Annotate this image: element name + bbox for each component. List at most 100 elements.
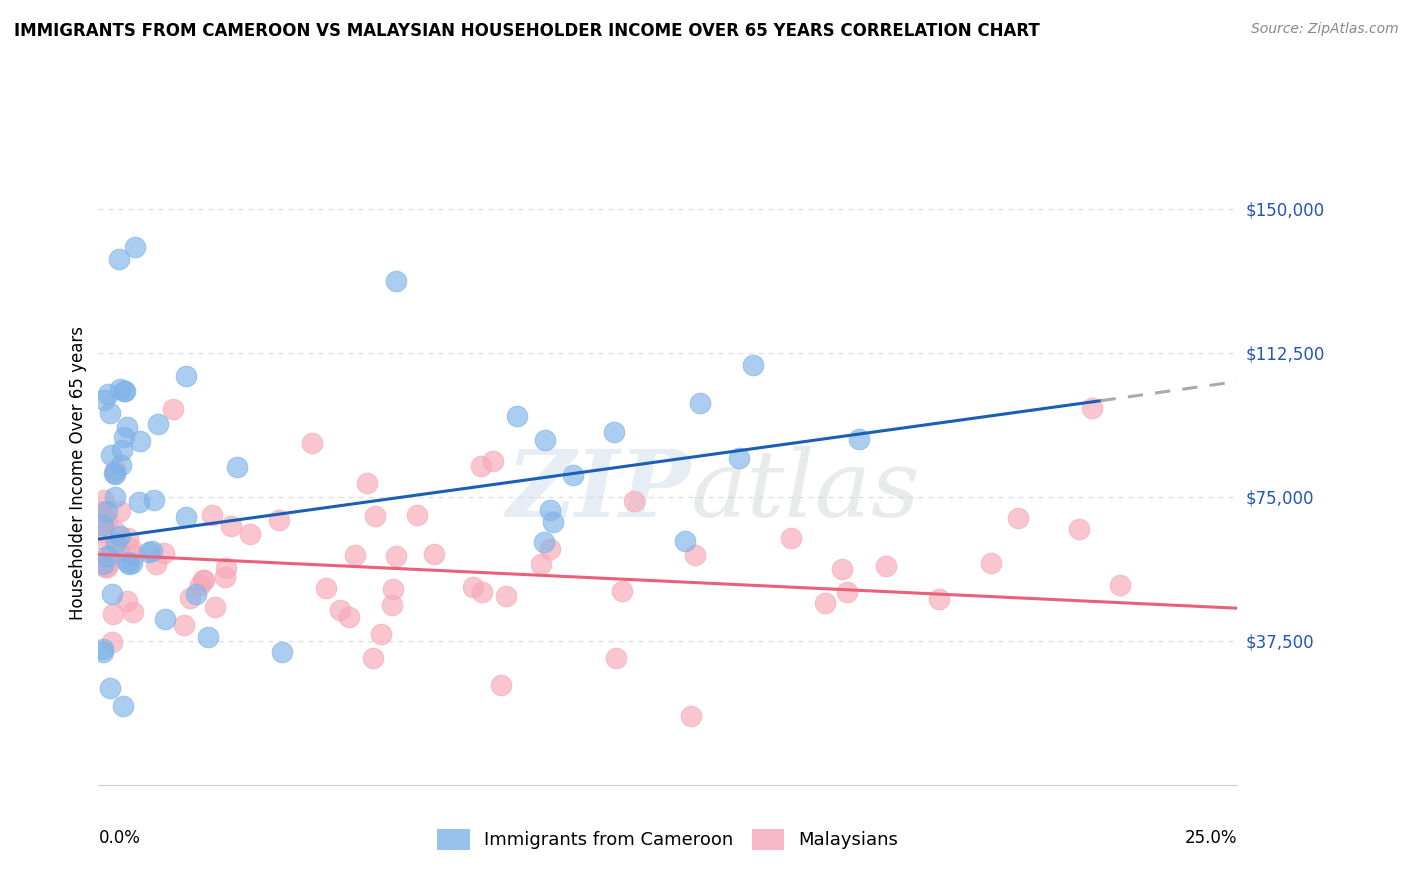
Point xyxy=(728,450,751,465)
Point xyxy=(96,504,118,518)
Point xyxy=(381,582,404,596)
Point xyxy=(115,593,138,607)
Point xyxy=(120,541,142,555)
Point xyxy=(153,612,176,626)
Point xyxy=(138,545,160,559)
Point xyxy=(506,409,529,424)
Point xyxy=(121,556,143,570)
Point xyxy=(142,493,165,508)
Point xyxy=(673,534,696,549)
Point xyxy=(190,578,212,592)
Text: ZIP: ZIP xyxy=(506,447,690,536)
Text: IMMIGRANTS FROM CAMEROON VS MALAYSIAN HOUSEHOLDER INCOME OVER 65 YEARS CORRELATI: IMMIGRANTS FROM CAMEROON VS MALAYSIAN HO… xyxy=(14,22,1040,40)
Point xyxy=(112,384,135,398)
Point xyxy=(96,549,118,564)
Point xyxy=(96,559,118,574)
Point xyxy=(191,573,214,587)
Point xyxy=(875,558,897,573)
Point xyxy=(848,433,870,447)
Point xyxy=(91,642,114,657)
Point xyxy=(94,560,117,574)
Point xyxy=(122,548,145,562)
Point xyxy=(541,515,564,529)
Point xyxy=(463,580,485,594)
Point xyxy=(173,618,195,632)
Point xyxy=(101,607,124,621)
Point xyxy=(197,630,219,644)
Point xyxy=(201,508,224,522)
Point xyxy=(93,393,115,408)
Point xyxy=(152,546,174,560)
Point xyxy=(381,598,404,612)
Point xyxy=(344,548,367,562)
Point xyxy=(184,587,207,601)
Point xyxy=(115,420,138,434)
Point xyxy=(928,592,950,607)
Point xyxy=(814,596,837,610)
Point xyxy=(100,634,122,648)
Point xyxy=(124,240,146,254)
Point xyxy=(329,603,352,617)
Point xyxy=(117,532,139,546)
Point xyxy=(146,417,169,432)
Point xyxy=(603,425,626,439)
Point xyxy=(108,543,131,558)
Point xyxy=(110,382,132,396)
Point xyxy=(108,252,131,267)
Point xyxy=(128,494,150,508)
Point xyxy=(495,589,517,603)
Point xyxy=(226,459,249,474)
Point xyxy=(384,274,406,288)
Point xyxy=(108,504,131,518)
Point xyxy=(361,651,384,665)
Point xyxy=(98,681,121,695)
Point xyxy=(110,529,132,543)
Point xyxy=(104,524,127,538)
Point xyxy=(689,396,711,410)
Point xyxy=(93,492,115,507)
Point xyxy=(104,535,127,549)
Point xyxy=(91,645,114,659)
Point xyxy=(110,458,132,473)
Point xyxy=(162,402,184,417)
Point xyxy=(98,406,121,420)
Point xyxy=(145,558,167,572)
Point xyxy=(1080,401,1102,416)
Point xyxy=(831,562,853,576)
Y-axis label: Householder Income Over 65 years: Householder Income Over 65 years xyxy=(69,326,87,620)
Point xyxy=(179,591,201,605)
Point xyxy=(104,490,127,504)
Point xyxy=(610,584,633,599)
Point xyxy=(111,699,134,714)
Point xyxy=(363,508,385,523)
Point xyxy=(530,557,553,571)
Point xyxy=(683,548,706,562)
Point xyxy=(623,494,645,508)
Point xyxy=(128,434,150,449)
Point xyxy=(193,573,215,587)
Point xyxy=(141,543,163,558)
Point xyxy=(315,581,337,595)
Point xyxy=(534,433,557,447)
Text: atlas: atlas xyxy=(690,447,920,536)
Point xyxy=(101,546,124,560)
Point xyxy=(117,555,139,569)
Point xyxy=(470,459,492,474)
Point xyxy=(114,384,136,398)
Point xyxy=(406,508,429,522)
Point xyxy=(118,557,141,571)
Point xyxy=(93,525,115,540)
Point xyxy=(471,585,494,599)
Point xyxy=(104,467,127,481)
Point xyxy=(239,527,262,541)
Point xyxy=(96,516,118,530)
Point xyxy=(370,627,392,641)
Point xyxy=(356,475,378,490)
Point xyxy=(101,587,124,601)
Point xyxy=(605,651,627,665)
Point xyxy=(104,463,127,477)
Point xyxy=(980,556,1002,570)
Point xyxy=(121,605,143,619)
Point xyxy=(174,369,197,384)
Point xyxy=(385,549,408,563)
